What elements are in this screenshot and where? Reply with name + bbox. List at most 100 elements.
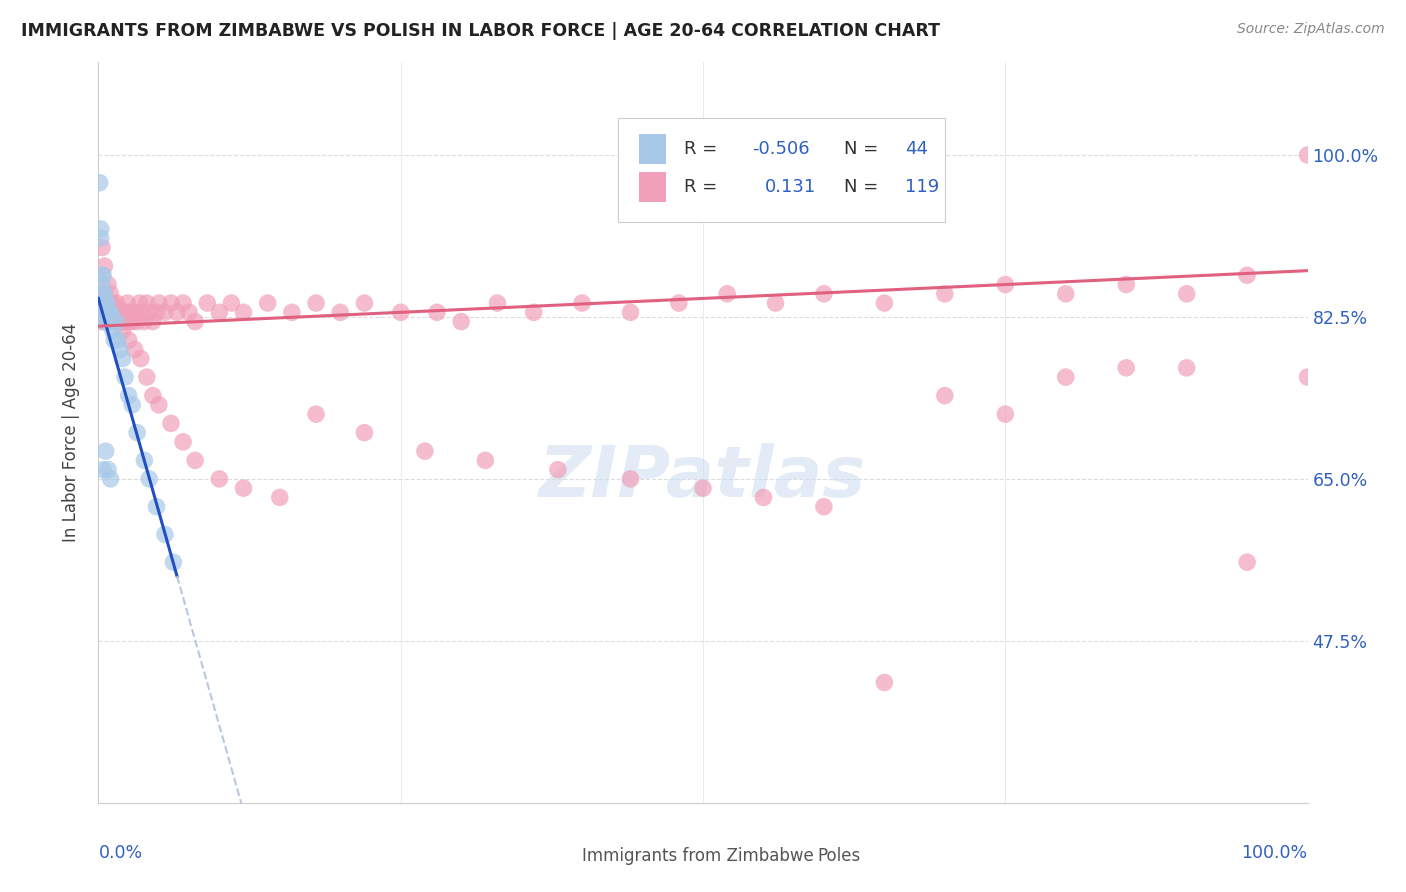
Point — [120, 305, 142, 319]
Text: Immigrants from Zimbabwe: Immigrants from Zimbabwe — [582, 847, 814, 865]
Point — [97, 314, 120, 328]
Point — [91, 305, 114, 319]
Point — [934, 286, 956, 301]
Point — [114, 370, 136, 384]
Point — [142, 389, 165, 403]
Point — [547, 462, 569, 476]
Point — [134, 453, 156, 467]
Point — [179, 305, 201, 319]
FancyBboxPatch shape — [638, 135, 665, 164]
Point — [934, 389, 956, 403]
Point — [166, 305, 188, 319]
Point — [1054, 286, 1077, 301]
Point — [91, 268, 114, 283]
Text: N =: N = — [845, 140, 884, 158]
Point — [135, 296, 157, 310]
Point — [994, 407, 1017, 421]
Point — [232, 305, 254, 319]
Point — [172, 296, 194, 310]
Point — [100, 305, 122, 319]
Point — [208, 305, 231, 319]
Point — [873, 675, 896, 690]
Text: 119: 119 — [905, 178, 939, 196]
Point — [138, 472, 160, 486]
Point — [413, 444, 436, 458]
Point — [93, 305, 115, 319]
Text: 44: 44 — [905, 140, 928, 158]
Point — [668, 296, 690, 310]
Text: R =: R = — [683, 140, 723, 158]
Point — [94, 314, 117, 328]
Point — [153, 305, 176, 319]
Point — [115, 314, 138, 328]
Point — [97, 277, 120, 292]
Point — [103, 305, 125, 319]
Point — [148, 296, 170, 310]
Point — [91, 240, 114, 254]
Point — [90, 222, 112, 236]
Point — [127, 425, 149, 440]
Point — [118, 389, 141, 403]
Point — [91, 305, 114, 319]
Text: IMMIGRANTS FROM ZIMBABWE VS POLISH IN LABOR FORCE | AGE 20-64 CORRELATION CHART: IMMIGRANTS FROM ZIMBABWE VS POLISH IN LA… — [21, 22, 941, 40]
Point — [96, 296, 118, 310]
Point — [101, 314, 124, 328]
Point — [353, 425, 375, 440]
Point — [138, 305, 160, 319]
Point — [105, 296, 128, 310]
Point — [121, 314, 143, 328]
Point — [148, 398, 170, 412]
Point — [474, 453, 496, 467]
Point — [96, 314, 118, 328]
Point — [104, 305, 127, 319]
Point — [101, 324, 124, 338]
Point — [100, 314, 122, 328]
Point — [94, 305, 117, 319]
Point — [108, 314, 131, 328]
Point — [100, 314, 122, 328]
Point — [184, 314, 207, 328]
Point — [1296, 148, 1319, 162]
Point — [195, 296, 218, 310]
Point — [692, 481, 714, 495]
Point — [145, 305, 167, 319]
Text: 0.131: 0.131 — [765, 178, 815, 196]
Point — [329, 305, 352, 319]
Point — [162, 555, 184, 569]
Point — [117, 296, 139, 310]
Point — [813, 286, 835, 301]
Point — [100, 305, 122, 319]
Point — [305, 407, 328, 421]
Point — [90, 296, 112, 310]
Point — [1236, 268, 1258, 283]
Point — [160, 296, 183, 310]
Point — [571, 296, 593, 310]
Point — [619, 472, 641, 486]
Point — [93, 286, 115, 301]
Point — [114, 305, 136, 319]
Point — [91, 462, 114, 476]
Point — [100, 472, 122, 486]
Point — [107, 305, 129, 319]
Point — [135, 370, 157, 384]
Point — [107, 333, 129, 347]
FancyBboxPatch shape — [638, 172, 665, 202]
Text: ZIPatlas: ZIPatlas — [540, 442, 866, 511]
Text: -0.506: -0.506 — [752, 140, 810, 158]
Point — [111, 305, 134, 319]
Point — [153, 527, 176, 541]
Point — [96, 305, 118, 319]
Point — [94, 444, 117, 458]
Point — [281, 305, 304, 319]
Point — [124, 343, 146, 357]
Text: Poles: Poles — [818, 847, 860, 865]
Point — [93, 296, 115, 310]
Point — [129, 351, 152, 366]
Point — [93, 259, 115, 273]
Y-axis label: In Labor Force | Age 20-64: In Labor Force | Age 20-64 — [62, 323, 80, 542]
Text: Source: ZipAtlas.com: Source: ZipAtlas.com — [1237, 22, 1385, 37]
Point — [105, 314, 128, 328]
Point — [89, 176, 111, 190]
Point — [108, 314, 131, 328]
Point — [91, 286, 114, 301]
